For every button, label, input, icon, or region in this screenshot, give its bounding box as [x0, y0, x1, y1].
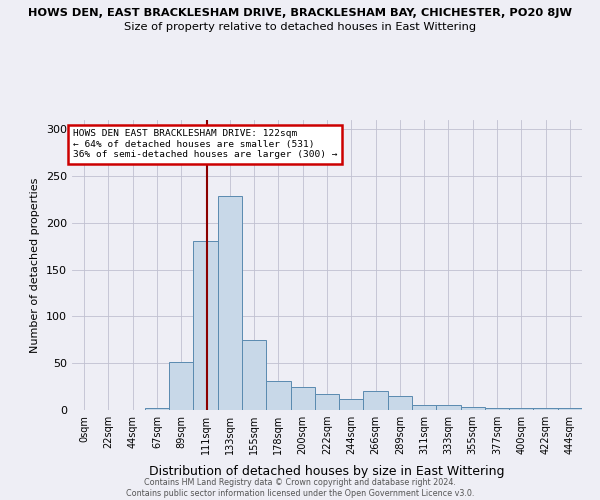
- Bar: [388, 396, 412, 410]
- Bar: [485, 408, 509, 410]
- Text: HOWS DEN, EAST BRACKLESHAM DRIVE, BRACKLESHAM BAY, CHICHESTER, PO20 8JW: HOWS DEN, EAST BRACKLESHAM DRIVE, BRACKL…: [28, 8, 572, 18]
- Bar: [315, 394, 339, 410]
- Bar: [242, 340, 266, 410]
- Bar: [145, 408, 169, 410]
- Y-axis label: Number of detached properties: Number of detached properties: [31, 178, 40, 352]
- Bar: [509, 408, 533, 410]
- Bar: [169, 362, 193, 410]
- Bar: [193, 240, 218, 410]
- Bar: [533, 408, 558, 410]
- Bar: [436, 406, 461, 410]
- Bar: [339, 399, 364, 410]
- Text: Size of property relative to detached houses in East Wittering: Size of property relative to detached ho…: [124, 22, 476, 32]
- Bar: [364, 392, 388, 410]
- Text: Contains HM Land Registry data © Crown copyright and database right 2024.
Contai: Contains HM Land Registry data © Crown c…: [126, 478, 474, 498]
- Bar: [461, 407, 485, 410]
- Bar: [412, 406, 436, 410]
- Bar: [266, 381, 290, 410]
- Text: HOWS DEN EAST BRACKLESHAM DRIVE: 122sqm
← 64% of detached houses are smaller (53: HOWS DEN EAST BRACKLESHAM DRIVE: 122sqm …: [73, 130, 337, 159]
- Bar: [558, 408, 582, 410]
- Bar: [218, 196, 242, 410]
- Bar: [290, 386, 315, 410]
- X-axis label: Distribution of detached houses by size in East Wittering: Distribution of detached houses by size …: [149, 466, 505, 478]
